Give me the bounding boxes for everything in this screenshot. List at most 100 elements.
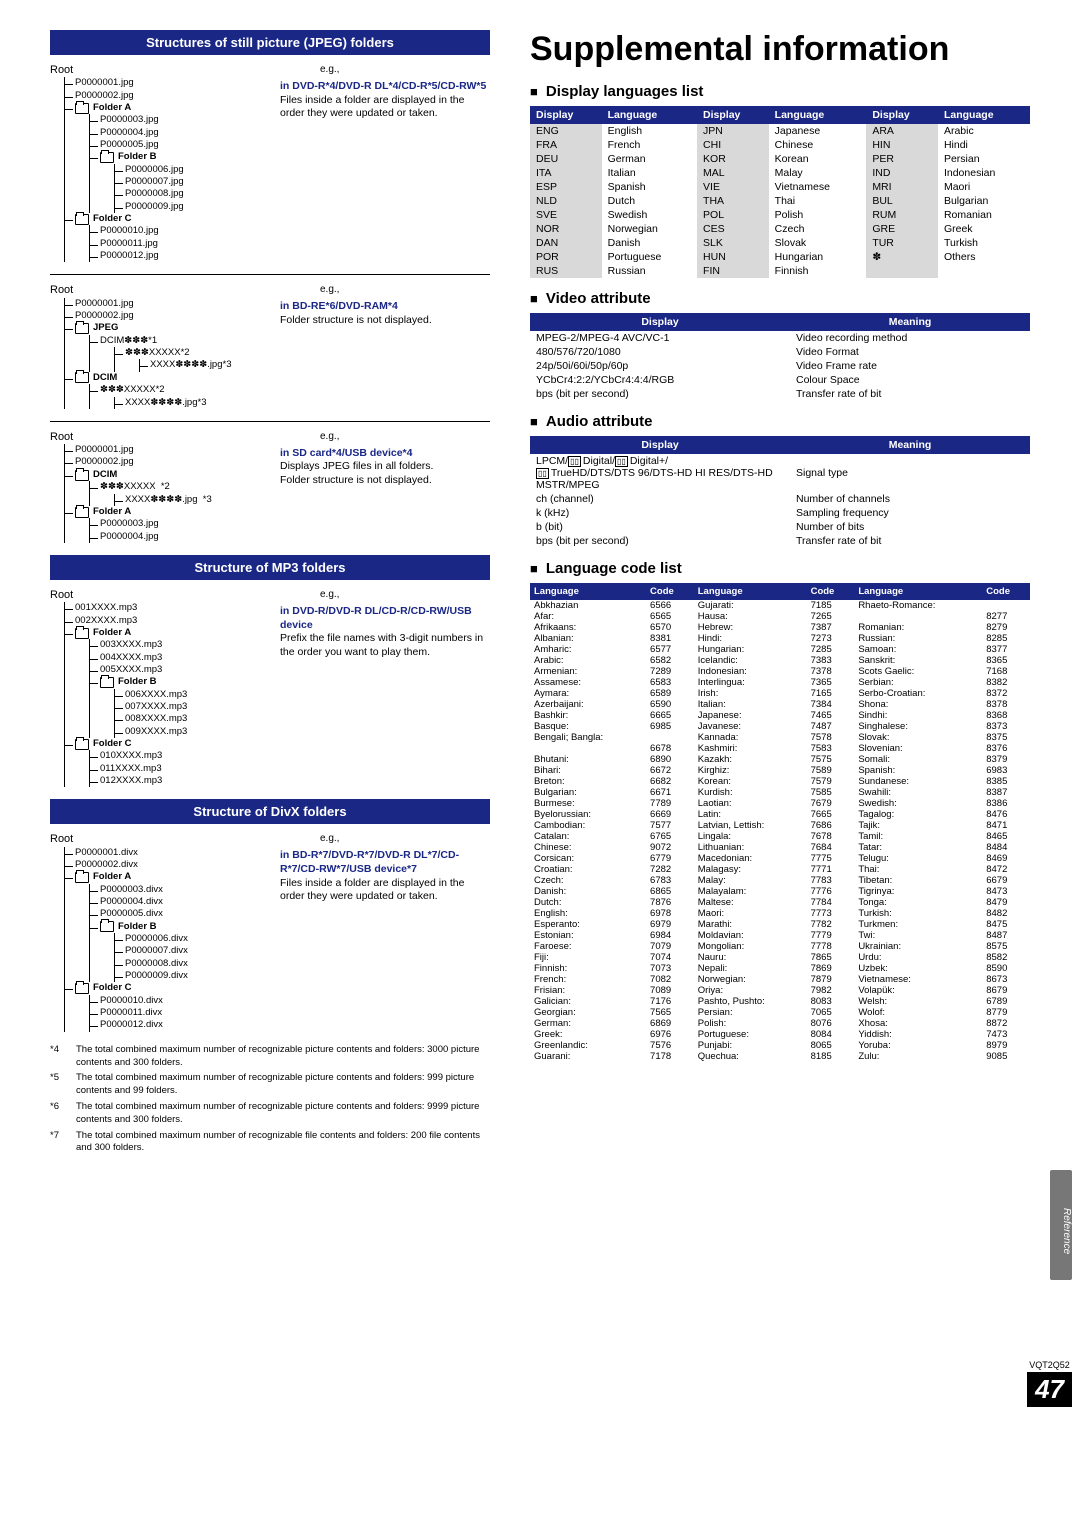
table-cell [938, 264, 1030, 278]
file-item: 003XXXX.mp3 [90, 639, 270, 651]
table-cell: Amharic: [530, 644, 646, 655]
table-cell: 8379 [982, 754, 1030, 765]
table-cell: Tigrinya: [854, 886, 982, 897]
table-cell: 7879 [807, 974, 855, 985]
table-cell: bps (bit per second) [530, 534, 790, 548]
table-cell: ch (channel) [530, 492, 790, 506]
table-cell: Swedish: [854, 798, 982, 809]
table-cell: Turkish [938, 236, 1030, 250]
table-cell: 6779 [646, 853, 694, 864]
table-cell: Video Frame rate [790, 359, 1030, 373]
table-cell: 7684 [807, 842, 855, 853]
table-cell: 6672 [646, 765, 694, 776]
table-cell: Arabic [938, 124, 1030, 138]
table-cell: ENG [530, 124, 602, 138]
table-cell: 8472 [982, 864, 1030, 875]
table-cell: 7865 [807, 952, 855, 963]
table-cell: NLD [530, 194, 602, 208]
table-cell: 6890 [646, 754, 694, 765]
th: Code [807, 583, 855, 600]
footnote-tag: *5 [50, 1072, 68, 1098]
table-cell: HIN [866, 138, 938, 152]
table-cell: 7082 [646, 974, 694, 985]
table-cell: 6678 [646, 743, 694, 754]
table-cell: Xhosa: [854, 1018, 982, 1029]
divx-desc-body: Files inside a folder are displayed in t… [280, 877, 490, 904]
file-item: P0000010.jpg [90, 225, 270, 237]
table-cell: 7285 [807, 644, 855, 655]
file-item: P0000001.jpg [65, 77, 270, 89]
table-cell: Corsican: [530, 853, 646, 864]
table-cell: 8381 [646, 633, 694, 644]
table-cell: Vietnamese: [854, 974, 982, 985]
table-cell: Samoan: [854, 644, 982, 655]
table-cell: 8185 [807, 1051, 855, 1062]
table-cell: Marathi: [694, 919, 807, 930]
table-cell: 8386 [982, 798, 1030, 809]
folder-icon [75, 983, 89, 994]
table-cell: Tibetan: [854, 875, 982, 886]
footnotes: *4The total combined maximum number of r… [50, 1044, 490, 1156]
table-cell: Tagalog: [854, 809, 982, 820]
table-cell: Interlingua: [694, 677, 807, 688]
table-cell [982, 600, 1030, 611]
jpeg-desc2-body: Folder structure is not displayed. [280, 314, 490, 328]
table-cell: Volapük: [854, 985, 982, 996]
table-cell: Portuguese [602, 250, 697, 264]
th: Display [697, 106, 769, 124]
table-cell: Bulgarian: [530, 787, 646, 798]
table-cell: Moldavian: [694, 930, 807, 941]
table-cell: Maori: [694, 908, 807, 919]
table-cell: Dutch: [530, 897, 646, 908]
table-cell: 9085 [982, 1051, 1030, 1062]
table-cell: Wolof: [854, 1007, 982, 1018]
table-cell: Galician: [530, 996, 646, 1007]
table-cell: 8575 [982, 941, 1030, 952]
table-cell: Bulgarian [938, 194, 1030, 208]
table-cell: 7784 [807, 897, 855, 908]
table-cell: 8679 [982, 985, 1030, 996]
th: Language [854, 583, 982, 600]
audio-attribute-table: Display Meaning LPCM/▯▯Digital/▯▯Digital… [530, 436, 1030, 548]
table-cell: 7178 [646, 1051, 694, 1062]
table-cell: 24p/50i/60i/50p/60p [530, 359, 790, 373]
table-cell: Kashmiri: [694, 743, 807, 754]
table-cell: Kazakh: [694, 754, 807, 765]
table-cell: Byelorussian: [530, 809, 646, 820]
table-cell: 8590 [982, 963, 1030, 974]
table-cell: 8779 [982, 1007, 1030, 1018]
file-item: P0000003.jpg [90, 518, 270, 530]
audio-attribute-heading: Audio attribute [530, 413, 1030, 430]
table-cell: Sundanese: [854, 776, 982, 787]
table-cell: Latin: [694, 809, 807, 820]
table-cell: 8382 [982, 677, 1030, 688]
folder-label: Folder A [93, 627, 131, 639]
file-item: P0000003.divx [90, 884, 270, 896]
table-cell: Dutch [602, 194, 697, 208]
xxxxx: ✽✽✽XXXXX [100, 384, 156, 395]
table-cell: 7265 [807, 611, 855, 622]
table-cell: Spanish: [854, 765, 982, 776]
table-cell: JPN [697, 124, 769, 138]
xxxx-jpg: XXXX✽✽✽✽.jpg [150, 359, 223, 370]
table-cell: Croatian: [530, 864, 646, 875]
table-cell: 8979 [982, 1040, 1030, 1051]
doc-code: VQT2Q52 [1027, 1360, 1072, 1370]
file-item: P0000003.jpg [90, 114, 270, 126]
table-cell: 9072 [646, 842, 694, 853]
table-cell: Burmese: [530, 798, 646, 809]
table-cell: Thai [769, 194, 867, 208]
folder-label: Folder A [93, 506, 131, 518]
th: Display [530, 436, 790, 454]
table-cell: PER [866, 152, 938, 166]
language-code-heading: Language code list [530, 560, 1030, 577]
table-cell: 6590 [646, 699, 694, 710]
table-cell: CES [697, 222, 769, 236]
language-code-table: Language Code Language Code Language Cod… [530, 583, 1030, 1062]
folder-label: Folder B [118, 676, 157, 688]
table-cell: Albanian: [530, 633, 646, 644]
table-cell: Hindi [938, 138, 1030, 152]
page-number: 47 [1027, 1372, 1072, 1407]
table-cell [854, 611, 982, 622]
table-cell: Somali: [854, 754, 982, 765]
